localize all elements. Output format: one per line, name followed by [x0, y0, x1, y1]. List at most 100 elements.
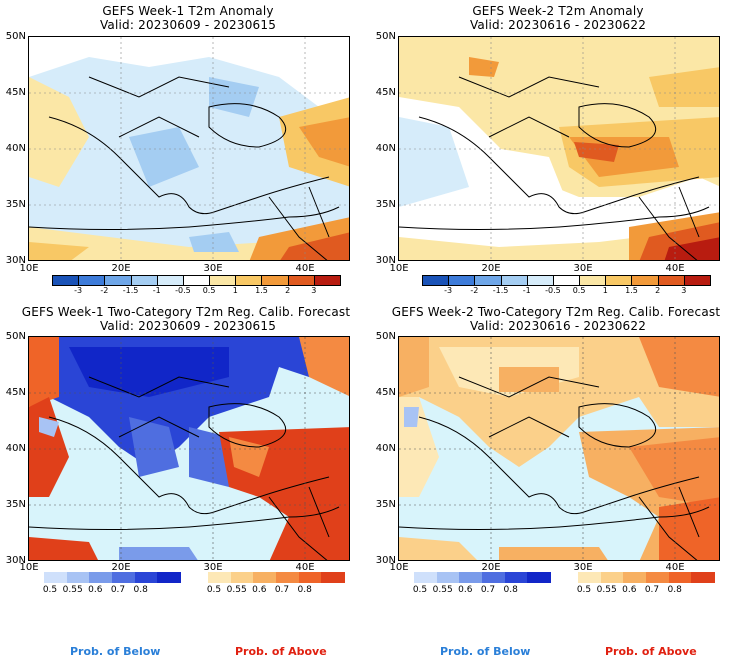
colorbar-tick-label: 0.55: [62, 585, 83, 595]
colorbar-swatch: [474, 275, 502, 286]
prob-below-caption: Prob. of Below: [440, 645, 531, 658]
colorbar-swatch: [683, 275, 711, 286]
lon-label-10e: 10E: [19, 562, 39, 573]
panel-valid-dates: Valid: 20230616 - 20230622: [469, 18, 647, 32]
colorbar-tick-label: 0.55: [226, 585, 247, 595]
below-probability-colorbar: 0.5 0.55 0.6 0.7 0.8: [43, 572, 181, 598]
colorbar-tick-label: -3: [74, 286, 83, 295]
colorbar-tick-label: 3: [311, 286, 317, 295]
colorbar-swatch: [313, 275, 341, 286]
prob-below-caption: Prob. of Below: [70, 645, 161, 658]
colorbar-tick-label: 0.8: [133, 585, 148, 595]
colorbar-tick-label: 0.8: [503, 585, 518, 595]
colorbar-tick-label: 0.5: [42, 585, 58, 595]
probability-map-week2: [398, 336, 720, 561]
panel-valid-dates: Valid: 20230609 - 20230615: [99, 319, 277, 333]
colorbar-tick-label: 1.5: [625, 286, 638, 295]
colorbar-tick-label: 0.55: [596, 585, 617, 595]
colorbar-tick-label: 0.55: [432, 585, 453, 595]
colorbar-swatch: [691, 572, 715, 583]
colorbar-swatch: [44, 572, 68, 583]
lat-label-50n: 50N: [5, 31, 26, 42]
colorbar-tick-label: -2: [470, 286, 479, 295]
colorbar-swatch: [276, 572, 300, 583]
colorbar-tick-label: 2: [655, 286, 661, 295]
colorbar-tick-label: 0.6: [458, 585, 473, 595]
colorbar-tick-label: -3: [444, 286, 453, 295]
colorbar-tick-label: 1: [602, 286, 608, 295]
panel-valid-dates: Valid: 20230609 - 20230615: [99, 18, 277, 32]
lon-label-20e: 20E: [481, 562, 501, 573]
panel-valid-dates: Valid: 20230616 - 20230622: [469, 319, 647, 333]
colorbar-swatch: [668, 572, 693, 583]
colorbar-swatch: [500, 275, 528, 286]
colorbar-tick-label: -1.5: [492, 286, 509, 295]
colorbar-swatch: [134, 572, 159, 583]
lat-label-35n: 35N: [375, 199, 396, 210]
colorbar-tick-label: -1: [522, 286, 531, 295]
lon-label-10e: 10E: [19, 263, 39, 274]
lon-label-40e: 40E: [295, 562, 315, 573]
lon-label-40e: 40E: [665, 562, 685, 573]
colorbar-swatch: [448, 275, 476, 286]
colorbar-tick-label: -1: [152, 286, 161, 295]
colorbar-swatch: [482, 572, 506, 583]
lon-label-10e: 10E: [389, 263, 409, 274]
colorbar-swatch: [436, 572, 461, 583]
colorbar-swatch: [552, 275, 581, 286]
colorbar-swatch: [261, 275, 289, 286]
lat-label-45n: 45N: [375, 87, 396, 98]
lat-label-50n: 50N: [375, 31, 396, 42]
lon-label-30e: 30E: [203, 263, 223, 274]
lat-label-45n: 45N: [5, 387, 26, 398]
lat-label-30n: 30N: [375, 555, 396, 566]
prob-above-caption: Prob. of Above: [235, 645, 327, 658]
colorbar-swatch: [459, 572, 483, 583]
colorbar-swatch: [657, 275, 685, 286]
colorbar-swatch: [235, 275, 263, 286]
lat-label-50n: 50N: [375, 331, 396, 342]
colorbar-swatch: [605, 275, 633, 286]
colorbar-swatch: [646, 572, 670, 583]
colorbar-swatch: [623, 572, 647, 583]
lon-label-30e: 30E: [573, 263, 593, 274]
colorbar-swatch: [156, 275, 184, 286]
lat-label-50n: 50N: [5, 331, 26, 342]
lat-label-45n: 45N: [375, 387, 396, 398]
colorbar-swatch: [287, 275, 315, 286]
colorbar-swatch: [253, 572, 277, 583]
colorbar-tick-label: 0.8: [667, 585, 682, 595]
colorbar-tick-label: 0.6: [88, 585, 103, 595]
colorbar-tick-label: 0.7: [644, 585, 660, 595]
colorbar-tick-label: 2: [285, 286, 291, 295]
anomaly-colorbar: -3 -2 -1.5 -1 -0.5 0.5 1 1.5 2 3: [52, 275, 341, 295]
colorbar-swatch: [130, 275, 158, 286]
colorbar-swatch: [182, 275, 211, 286]
colorbar-tick-label: 0.8: [297, 585, 312, 595]
lon-label-40e: 40E: [665, 263, 685, 274]
lon-label-30e: 30E: [203, 562, 223, 573]
colorbar-swatch: [89, 572, 113, 583]
colorbar-tick-label: -2: [100, 286, 109, 295]
lat-label-40n: 40N: [5, 143, 26, 154]
lat-label-35n: 35N: [5, 199, 26, 210]
above-probability-colorbar: 0.5 0.55 0.6 0.7 0.8: [207, 572, 345, 598]
lon-label-10e: 10E: [389, 562, 409, 573]
colorbar-swatch: [526, 275, 554, 286]
colorbar-swatch: [78, 275, 106, 286]
lat-label-30n: 30N: [5, 555, 26, 566]
colorbar-swatch: [321, 572, 345, 583]
colorbar-tick-label: -0.5: [175, 286, 191, 295]
colorbar-tick-label: -1.5: [122, 286, 139, 295]
colorbar-tick-label: 3: [681, 286, 687, 295]
colorbar-swatch: [209, 275, 237, 286]
colorbar-tick-label: 0.6: [252, 585, 267, 595]
lat-label-30n: 30N: [375, 255, 396, 266]
lat-label-40n: 40N: [5, 443, 26, 454]
lon-label-30e: 30E: [573, 562, 593, 573]
colorbar-tick-label: 1: [232, 286, 238, 295]
colorbar-tick-label: 0.5: [572, 286, 586, 295]
colorbar-swatch: [422, 275, 450, 286]
panel-title: GEFS Week-1 T2m Anomaly: [102, 4, 274, 18]
lat-label-40n: 40N: [375, 143, 396, 154]
